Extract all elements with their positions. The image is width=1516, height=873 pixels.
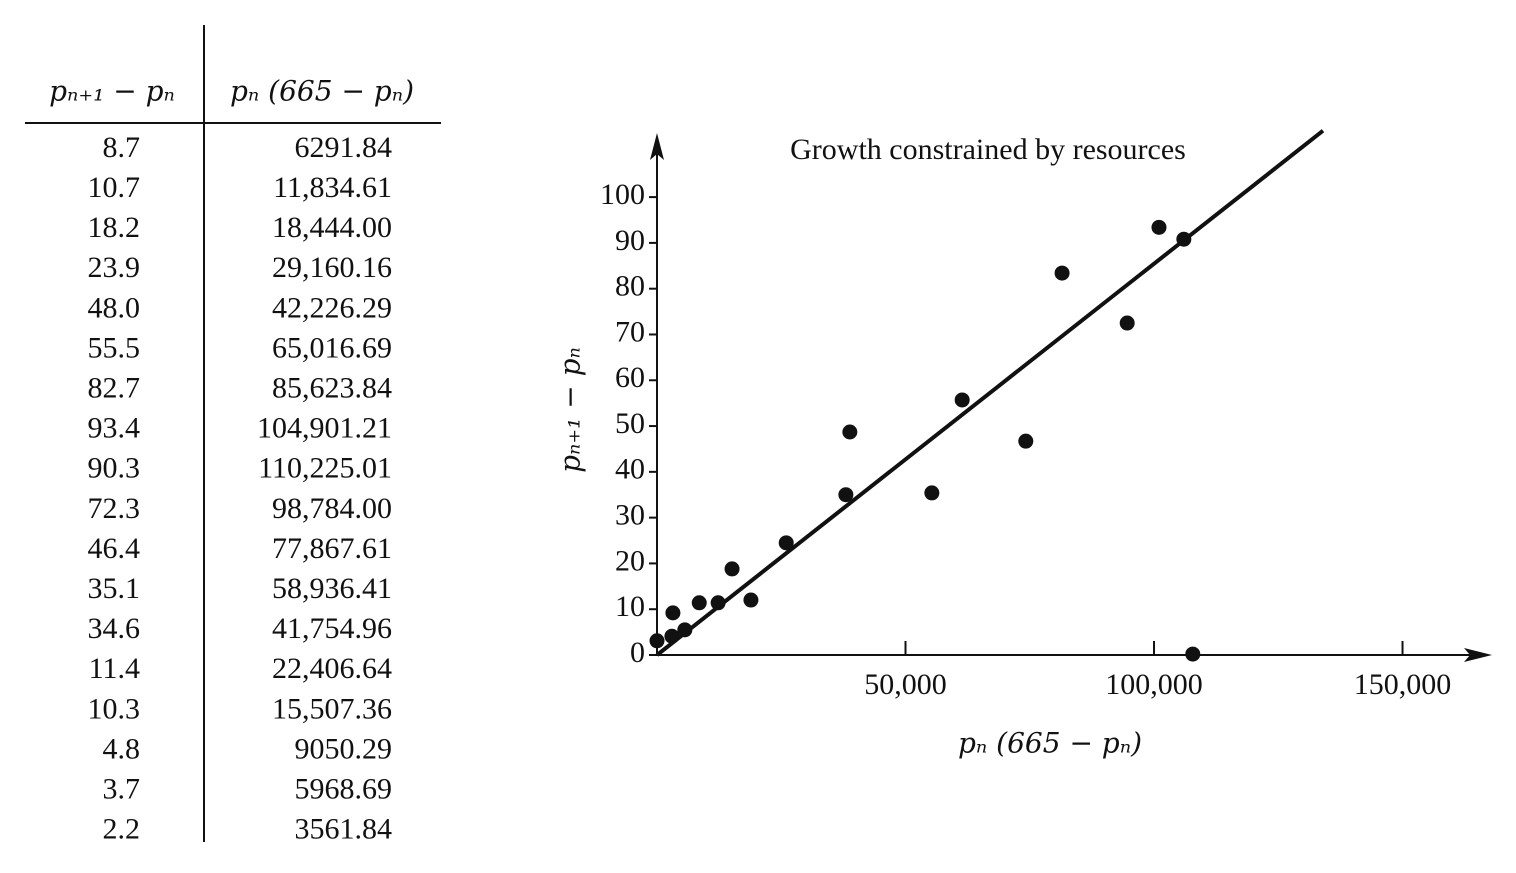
table-cell: 110,225.01 [258,452,392,485]
table-cell: 55.5 [88,331,141,364]
table-cell: 48.0 [88,291,141,324]
table-header: pₙ₊₁ − pₙ [49,75,175,108]
table-cell: 85,623.84 [272,371,392,404]
point [778,535,794,551]
table-cell: 35.1 [88,572,141,605]
y-axis-label: pₙ₊₁ − pₙ [554,347,587,473]
table-cell: 11.4 [89,652,140,685]
point [1119,315,1135,331]
point [838,487,854,503]
point [1185,646,1201,662]
table-cell: 18.2 [88,211,141,244]
point [1054,265,1070,281]
point [1018,433,1034,449]
y-arrow [650,133,664,160]
y-tick-label: 90 [615,224,645,257]
chart-title: Growth constrained by resources [790,133,1186,166]
table-cell: 23.9 [88,251,141,284]
table-cell: 5968.69 [295,772,393,805]
y-tick-label: 20 [615,544,645,577]
y-tick-label: 0 [630,636,645,669]
table-cell: 29,160.16 [272,251,392,284]
point [665,605,681,621]
x-arrow [1464,648,1492,662]
table-cell: 72.3 [88,492,141,525]
table-cell: 104,901.21 [257,412,392,445]
point [664,628,680,644]
point [691,595,707,611]
table-cell: 93.4 [88,412,141,445]
point [842,424,858,440]
y-tick-label: 100 [600,178,645,211]
table-header: pₙ (665 − pₙ) [230,75,414,108]
x-tick-label: 50,000 [864,668,947,701]
table-cell: 11,834.61 [273,171,392,204]
table-cell: 65,016.69 [272,331,392,364]
y-tick-label: 50 [615,407,645,440]
table-cell: 3561.84 [295,813,393,846]
table-cell: 6291.84 [295,131,393,164]
table-cell: 9050.29 [295,732,393,765]
x-axis-label: pₙ (665 − pₙ) [958,727,1142,760]
y-tick-label: 60 [615,361,645,394]
y-tick-label: 80 [615,270,645,303]
point [1176,231,1192,247]
table-cell: 2.2 [103,813,141,846]
table-cell: 41,754.96 [272,612,392,645]
table-cell: 18,444.00 [272,211,392,244]
table-cell: 46.4 [88,532,141,565]
fit-line [655,129,1325,657]
point [954,392,970,408]
table-cell: 10.7 [88,171,141,204]
y-tick-label: 40 [615,453,645,486]
point [924,485,940,501]
point [1151,219,1167,235]
y-tick-label: 30 [615,499,645,532]
table-cell: 77,867.61 [272,532,392,565]
table-cell: 58,936.41 [272,572,392,605]
point [710,595,726,611]
x-tick-label: 100,000 [1105,668,1203,701]
table-cell: 82.7 [88,371,141,404]
table-cell: 15,507.36 [272,692,392,725]
table-cell: 98,784.00 [272,492,392,525]
table-cell: 10.3 [88,692,141,725]
table-cell: 42,226.29 [272,291,392,324]
point [677,622,693,638]
point [743,592,759,608]
y-tick-label: 10 [615,590,645,623]
table-cell: 3.7 [103,772,141,805]
table-cell: 4.8 [103,732,141,765]
table-cell: 90.3 [88,452,141,485]
point [724,561,740,577]
y-tick-label: 70 [615,315,645,348]
table-cell: 8.7 [103,131,141,164]
table-cell: 34.6 [88,612,141,645]
table-cell: 22,406.64 [272,652,392,685]
x-tick-label: 150,000 [1354,668,1452,701]
point [649,633,665,649]
